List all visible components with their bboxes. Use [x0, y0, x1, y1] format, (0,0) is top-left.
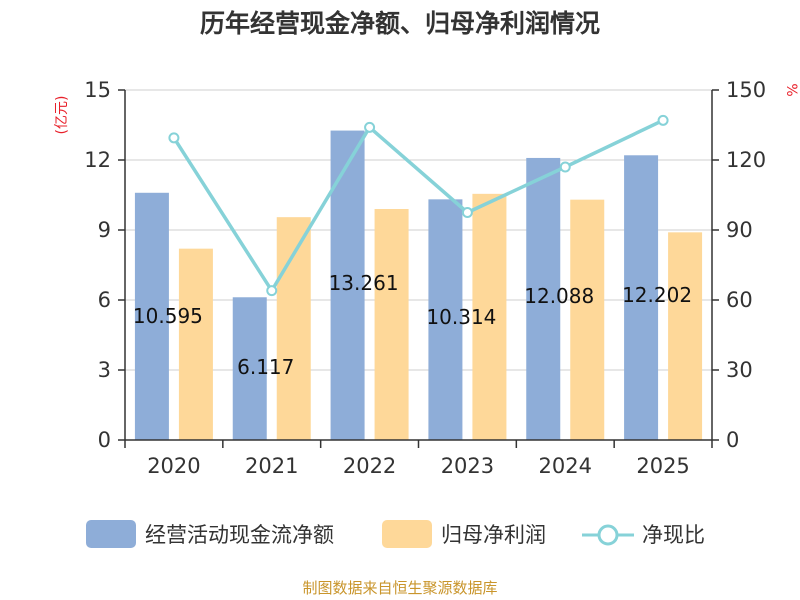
chart-title: 历年经营现金净额、归母净利润情况	[200, 9, 600, 38]
cash-flow-data-label: 10.314	[426, 305, 496, 329]
ratio-point	[168, 132, 180, 144]
left-tick-label: 9	[98, 218, 111, 242]
net-profit-bar	[668, 232, 703, 440]
x-tick-label: 2024	[539, 454, 592, 478]
x-tick-label: 2025	[636, 454, 689, 478]
cash-flow-data-label: 6.117	[237, 355, 294, 379]
left-tick-label: 6	[98, 288, 111, 312]
legend-label-ratio: 净现比	[642, 523, 705, 547]
grid-lines	[125, 89, 712, 371]
left-tick-label: 0	[98, 428, 111, 452]
cash-flow-bar	[526, 157, 561, 441]
right-tick-label: 30	[726, 358, 753, 382]
x-tick-label: 2021	[245, 454, 298, 478]
cash-flow-data-label: 12.202	[622, 283, 692, 307]
ratio-point	[559, 161, 571, 173]
ratio-point	[266, 285, 278, 297]
right-tick-label: 0	[726, 428, 739, 452]
legend-swatch-net-profit	[382, 520, 432, 548]
right-tick-label: 60	[726, 288, 753, 312]
right-axis-ticks: 0 30 60 90 120 150	[726, 78, 766, 452]
left-tick-label: 3	[98, 358, 111, 382]
data-labels: 10.595 6.117 13.261 10.314 12.088 12.202	[133, 271, 692, 379]
right-tick-label: 90	[726, 218, 753, 242]
legend-label-net-profit: 归母净利润	[441, 523, 546, 547]
bars	[134, 130, 703, 441]
cash-flow-bar	[232, 297, 267, 440]
cash-flow-data-label: 12.088	[524, 284, 594, 308]
right-axis-unit: %	[783, 83, 799, 96]
right-tick-label: 120	[726, 148, 766, 172]
ratio-point	[461, 207, 473, 218]
ratio-line-series	[168, 114, 669, 297]
cash-flow-bar	[134, 192, 169, 440]
net-profit-bar	[178, 248, 213, 440]
right-tick-label: 150	[726, 78, 766, 102]
ratio-point	[657, 114, 669, 126]
x-tick-label: 2023	[441, 454, 494, 478]
ratio-line	[172, 118, 664, 294]
cash-flow-data-label: 10.595	[133, 304, 203, 328]
net-profit-bar	[570, 199, 605, 440]
net-profit-bar	[472, 193, 507, 440]
x-tick-label: 2020	[147, 454, 200, 478]
left-axis-ticks: 0 3 6 9 12 15	[84, 78, 111, 452]
left-axis-unit: (亿元)	[54, 96, 70, 135]
legend-label-cash-flow: 经营活动现金流净额	[145, 523, 334, 547]
ratio-point	[364, 121, 376, 133]
legend-swatch-ratio-marker	[597, 524, 619, 546]
source-note: 制图数据来自恒生聚源数据库	[302, 579, 497, 597]
cash-flow-bar	[624, 155, 659, 440]
net-profit-bar	[374, 209, 409, 440]
left-tick-label: 12	[84, 148, 111, 172]
x-tick-label: 2022	[343, 454, 396, 478]
cash-flow-data-label: 13.261	[329, 271, 399, 295]
x-axis-ticks: 2020 2021 2022 2023 2024 2025	[147, 454, 690, 478]
axes	[118, 89, 719, 448]
legend-swatch-cash-flow	[86, 520, 136, 548]
left-tick-label: 15	[84, 78, 111, 102]
cash-flow-bar	[428, 199, 463, 440]
legend: 经营活动现金流净额 归母净利润 净现比	[86, 520, 705, 548]
